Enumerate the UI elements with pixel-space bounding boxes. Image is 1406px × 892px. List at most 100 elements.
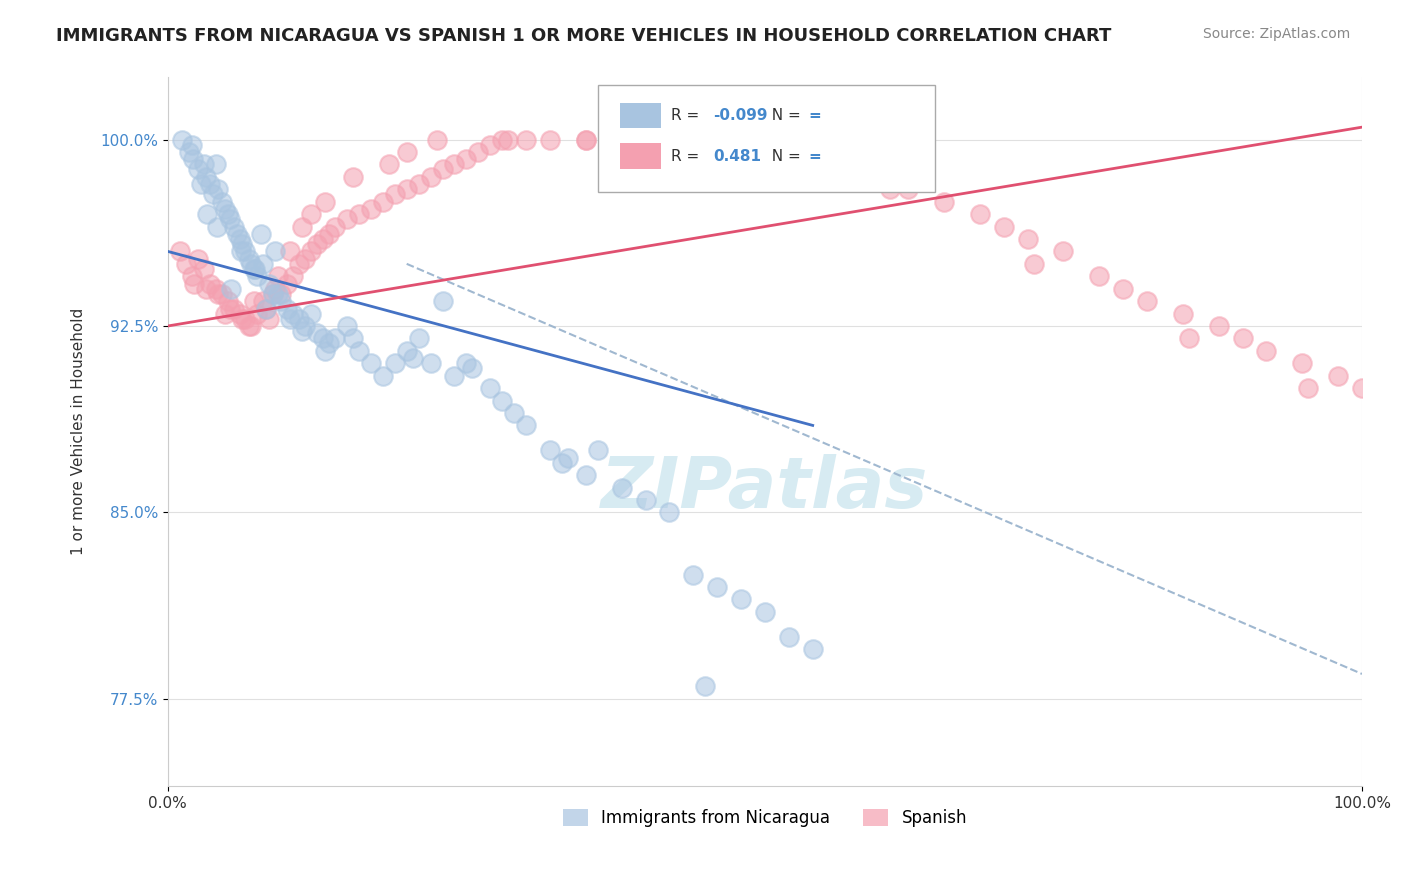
Point — [754, 132, 776, 146]
Point — [207, 182, 229, 196]
Point — [264, 282, 287, 296]
Point — [267, 269, 290, 284]
Point — [314, 194, 336, 209]
Point — [1256, 343, 1278, 358]
Text: R =: R = — [671, 149, 704, 163]
Point — [1112, 282, 1135, 296]
Point — [658, 132, 681, 146]
Point — [336, 318, 359, 333]
Point — [283, 307, 305, 321]
Point — [456, 356, 478, 370]
Point — [307, 326, 329, 341]
Point — [179, 145, 201, 159]
Point — [205, 219, 228, 234]
Point — [238, 252, 260, 266]
Point — [181, 153, 204, 167]
Point — [198, 178, 221, 192]
Point — [432, 162, 454, 177]
Point — [172, 132, 194, 146]
Point — [219, 282, 242, 296]
Point — [204, 157, 226, 171]
Point — [575, 132, 598, 146]
Point — [264, 244, 287, 259]
Point — [347, 343, 370, 358]
Point — [226, 227, 249, 241]
Point — [634, 132, 657, 146]
Point — [730, 592, 752, 607]
Point — [342, 169, 364, 184]
Point — [467, 145, 489, 159]
Point — [1296, 381, 1319, 395]
Point — [586, 443, 609, 458]
Point — [610, 132, 633, 146]
Point — [312, 331, 335, 345]
Point — [347, 207, 370, 221]
Point — [307, 237, 329, 252]
Point — [419, 356, 441, 370]
Point — [360, 202, 382, 216]
Point — [969, 207, 991, 221]
Point — [425, 132, 447, 146]
Point — [879, 182, 901, 196]
Point — [378, 157, 401, 171]
Point — [246, 307, 269, 321]
Point — [461, 361, 484, 376]
Point — [551, 456, 574, 470]
Point — [1171, 307, 1194, 321]
Point — [217, 294, 239, 309]
Point — [735, 132, 758, 146]
Point — [214, 202, 236, 216]
Point — [503, 406, 526, 420]
Point — [214, 307, 236, 321]
Y-axis label: 1 or more Vehicles in Household: 1 or more Vehicles in Household — [72, 308, 86, 555]
Point — [193, 261, 215, 276]
Point — [395, 145, 418, 159]
Point — [849, 157, 872, 171]
Point — [250, 227, 273, 241]
Point — [419, 169, 441, 184]
Point — [695, 132, 717, 146]
Point — [294, 318, 316, 333]
Point — [299, 307, 322, 321]
Point — [1136, 294, 1159, 309]
Point — [270, 286, 292, 301]
Point — [730, 132, 752, 146]
Point — [778, 630, 800, 644]
Point — [219, 212, 242, 227]
Point — [283, 269, 305, 284]
Point — [408, 331, 430, 345]
Point — [207, 286, 229, 301]
Point — [706, 580, 728, 594]
Point — [371, 368, 394, 383]
Point — [219, 301, 242, 316]
Point — [183, 277, 205, 291]
Point — [1327, 368, 1350, 383]
Point — [291, 324, 314, 338]
Point — [204, 282, 226, 296]
Text: ZIPatlas: ZIPatlas — [602, 454, 928, 523]
Point — [491, 393, 513, 408]
Point — [278, 244, 301, 259]
Point — [336, 212, 359, 227]
Point — [246, 269, 269, 284]
Point — [360, 356, 382, 370]
Point — [252, 294, 274, 309]
Point — [515, 418, 537, 433]
Point — [432, 294, 454, 309]
Point — [262, 286, 284, 301]
Point — [238, 318, 260, 333]
Point — [1017, 232, 1039, 246]
Point — [443, 157, 465, 171]
Point — [291, 219, 314, 234]
Point — [814, 145, 837, 159]
Point — [180, 269, 202, 284]
Point — [222, 219, 245, 234]
Point — [873, 169, 896, 184]
Point — [259, 277, 281, 291]
Point — [1052, 244, 1074, 259]
Point — [634, 492, 657, 507]
Point — [288, 311, 311, 326]
Point — [190, 178, 212, 192]
Point — [187, 162, 209, 177]
Point — [314, 343, 336, 358]
